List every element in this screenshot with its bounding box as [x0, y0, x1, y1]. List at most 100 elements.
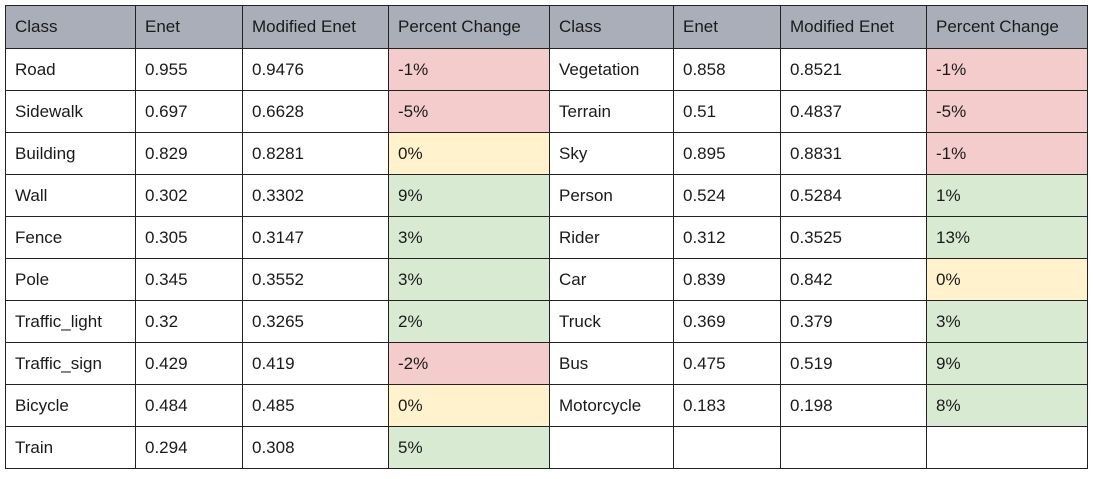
header-percent-change: Percent Change: [926, 5, 1088, 49]
percent-change-cell: 1%: [926, 174, 1088, 217]
class-cell: Car: [549, 258, 674, 301]
modified-enet-cell: 0.8281: [242, 132, 389, 175]
modified-enet-cell: 0.419: [242, 342, 389, 385]
enet-cell: 0.829: [135, 132, 243, 175]
enet-cell: 0.345: [135, 258, 243, 301]
enet-cell: 0.294: [135, 426, 243, 469]
enet-cell: 0.312: [673, 216, 781, 259]
class-cell: Train: [5, 426, 136, 469]
header-modified-enet: Modified Enet: [780, 5, 927, 49]
class-cell: Terrain: [549, 90, 674, 133]
percent-change-cell: 13%: [926, 216, 1088, 259]
table-row: Train 0.294 0.308 5%: [5, 426, 1088, 469]
percent-change-cell: 5%: [388, 426, 550, 469]
table-row: Road 0.955 0.9476 -1% Vegetation 0.858 0.8521-…: [5, 48, 1088, 91]
header-modified-enet: Modified Enet: [242, 5, 389, 49]
enet-cell: 0.895: [673, 132, 781, 175]
enet-cell: 0.475: [673, 342, 781, 385]
enet-cell: 0.51: [673, 90, 781, 133]
table-row: Pole 0.345 0.3552 3% Car 0.839 0.842 0%: [5, 258, 1088, 301]
percent-change-cell: 3%: [926, 300, 1088, 343]
enet-cell: 0.302: [135, 174, 243, 217]
percent-change-cell: [926, 426, 1088, 469]
table-row: Traffic_sign 0.429 0.419 -2% Bus 0.475 0.519 9%: [5, 342, 1088, 385]
percent-change-cell: 2%: [388, 300, 550, 343]
enet-cell: 0.484: [135, 384, 243, 427]
class-cell: Motorcycle: [549, 384, 674, 427]
results-table: Class Enet Modified Enet Percent Change …: [5, 5, 1088, 469]
class-cell: Sidewalk: [5, 90, 136, 133]
enet-cell: 0.369: [673, 300, 781, 343]
percent-change-cell: 9%: [388, 174, 550, 217]
modified-enet-cell: 0.3265: [242, 300, 389, 343]
class-cell: Truck: [549, 300, 674, 343]
class-cell: Pole: [5, 258, 136, 301]
modified-enet-cell: 0.4837: [780, 90, 927, 133]
table-row: Traffic_light 0.32 0.3265 2% Truck 0.369 0.379…: [5, 300, 1088, 343]
enet-cell: 0.305: [135, 216, 243, 259]
class-cell: Traffic_sign: [5, 342, 136, 385]
header-enet: Enet: [135, 5, 243, 49]
percent-change-cell: -5%: [388, 90, 550, 133]
percent-change-cell: -5%: [926, 90, 1088, 133]
modified-enet-cell: 0.8831: [780, 132, 927, 175]
modified-enet-cell: 0.198: [780, 384, 927, 427]
class-cell: Bicycle: [5, 384, 136, 427]
modified-enet-cell: [780, 426, 927, 469]
class-cell: Traffic_light: [5, 300, 136, 343]
modified-enet-cell: 0.842: [780, 258, 927, 301]
modified-enet-cell: 0.5284: [780, 174, 927, 217]
class-cell: [549, 426, 674, 469]
modified-enet-cell: 0.3525: [780, 216, 927, 259]
percent-change-cell: -1%: [388, 48, 550, 91]
enet-cell: 0.524: [673, 174, 781, 217]
table-row: Bicycle 0.484 0.485 0% Motorcycle 0.183 0.198 8…: [5, 384, 1088, 427]
class-cell: Sky: [549, 132, 674, 175]
percent-change-cell: 3%: [388, 258, 550, 301]
percent-change-cell: -1%: [926, 48, 1088, 91]
modified-enet-cell: 0.8521: [780, 48, 927, 91]
class-cell: Building: [5, 132, 136, 175]
modified-enet-cell: 0.3552: [242, 258, 389, 301]
percent-change-cell: -1%: [926, 132, 1088, 175]
modified-enet-cell: 0.519: [780, 342, 927, 385]
percent-change-cell: 9%: [926, 342, 1088, 385]
table-body: Road 0.955 0.9476 -1% Vegetation 0.858 0.8521-…: [5, 48, 1088, 469]
header-percent-change: Percent Change: [388, 5, 550, 49]
table-row: Fence 0.305 0.3147 3% Rider 0.312 0.3525 13%: [5, 216, 1088, 259]
enet-cell: [673, 426, 781, 469]
table-row: Building 0.829 0.8281 0% Sky 0.895 0.8831 -1%: [5, 132, 1088, 175]
enet-cell: 0.429: [135, 342, 243, 385]
percent-change-cell: 0%: [388, 384, 550, 427]
modified-enet-cell: 0.9476: [242, 48, 389, 91]
modified-enet-cell: 0.3302: [242, 174, 389, 217]
header-class: Class: [549, 5, 674, 49]
percent-change-cell: 0%: [388, 132, 550, 175]
percent-change-cell: 0%: [926, 258, 1088, 301]
modified-enet-cell: 0.308: [242, 426, 389, 469]
enet-cell: 0.183: [673, 384, 781, 427]
enet-cell: 0.697: [135, 90, 243, 133]
header-class: Class: [5, 5, 136, 49]
percent-change-cell: 8%: [926, 384, 1088, 427]
class-cell: Bus: [549, 342, 674, 385]
modified-enet-cell: 0.3147: [242, 216, 389, 259]
enet-cell: 0.858: [673, 48, 781, 91]
class-cell: Person: [549, 174, 674, 217]
class-cell: Rider: [549, 216, 674, 259]
enet-cell: 0.955: [135, 48, 243, 91]
header-enet: Enet: [673, 5, 781, 49]
table-row: Sidewalk 0.697 0.6628 -5% Terrain 0.51 0.4837-…: [5, 90, 1088, 133]
table-row: Wall 0.302 0.3302 9% Person 0.524 0.5284 1%: [5, 174, 1088, 217]
class-cell: Fence: [5, 216, 136, 259]
modified-enet-cell: 0.379: [780, 300, 927, 343]
percent-change-cell: 3%: [388, 216, 550, 259]
header-row: Class Enet Modified Enet Percent Change …: [5, 5, 1088, 49]
modified-enet-cell: 0.6628: [242, 90, 389, 133]
percent-change-cell: -2%: [388, 342, 550, 385]
enet-cell: 0.32: [135, 300, 243, 343]
class-cell: Wall: [5, 174, 136, 217]
class-cell: Road: [5, 48, 136, 91]
class-cell: Vegetation: [549, 48, 674, 91]
enet-cell: 0.839: [673, 258, 781, 301]
